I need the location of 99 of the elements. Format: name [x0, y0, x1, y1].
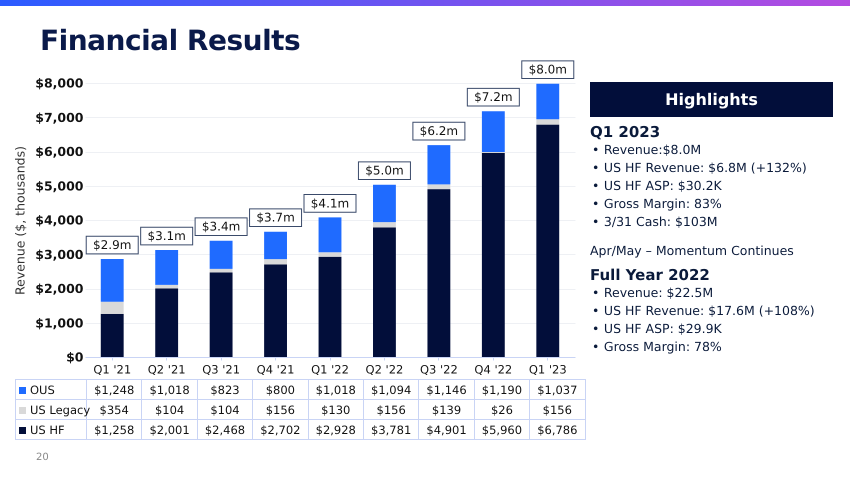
bar — [318, 217, 342, 252]
text: Full Year 2022 — [590, 266, 711, 284]
data-label: $2,702 — [252, 420, 308, 440]
data-label: $1,190 — [474, 380, 530, 400]
text: Apr/May – Momentum Continues — [590, 243, 795, 258]
x-tick-label: Q2 '21 — [148, 362, 186, 376]
y-tick-label: $6,000 — [35, 144, 84, 159]
x-tick-label: Q2 '22 — [366, 362, 404, 376]
chart-title: Financial Results — [40, 24, 300, 57]
bar — [373, 228, 396, 357]
text: • US HF Revenue: $17.6M (+108%) — [592, 302, 816, 320]
data-label: $26 — [474, 400, 530, 420]
text: Highlights — [590, 82, 833, 117]
bar — [264, 259, 287, 264]
bar — [318, 256, 342, 357]
bar — [100, 314, 124, 357]
data-label: $1,258 — [86, 420, 142, 440]
x-tick-label: Q1 '21 — [93, 362, 132, 376]
y-tick-label: $2,000 — [35, 281, 84, 296]
x-tick-label: Q1 '23 — [528, 362, 567, 376]
data-label: $1,037 — [530, 380, 586, 400]
data-label: $1,018 — [142, 380, 198, 400]
text: Q1 2023 — [590, 123, 662, 141]
total-label: $3.7m — [256, 210, 295, 225]
text: • Gross Margin: 83% — [592, 195, 723, 213]
total-label: $2.9m — [93, 238, 132, 252]
total-label: $3.1m — [147, 229, 186, 244]
total-label: $6.2m — [420, 124, 458, 138]
x-tick-label: Q4 '22 — [474, 362, 512, 376]
bar — [536, 119, 560, 125]
data-label: $800 — [252, 380, 308, 400]
bar — [155, 250, 178, 285]
total-label: $8.0m — [528, 62, 567, 77]
y-tick-label: $8,000 — [35, 76, 84, 90]
bar — [482, 111, 505, 152]
text: • Revenue:$8.0M — [592, 141, 702, 159]
text: • US HF ASP: $29.9K — [592, 320, 723, 338]
bar — [373, 222, 396, 228]
data-label: $139 — [418, 400, 474, 420]
legend-label: OUS — [16, 380, 86, 400]
x-tick-label: Q4 '21 — [256, 362, 294, 376]
data-label: $4,901 — [418, 420, 474, 440]
data-label: $3,781 — [363, 420, 419, 440]
x-tick-label: Q1 '22 — [311, 362, 349, 376]
data-label: $130 — [308, 400, 364, 420]
text: • US HF Revenue: $6.8M (+132%) — [592, 159, 808, 177]
bar — [210, 272, 233, 357]
data-label: $354 — [100, 402, 129, 416]
bar — [427, 184, 450, 190]
total-label: $7.2m — [474, 90, 513, 104]
total-label: $5.0m — [365, 164, 404, 178]
x-tick-label: Q3 '21 — [202, 362, 240, 376]
data-label: $104 — [197, 400, 253, 420]
data-label: $156 — [252, 400, 308, 420]
text: • 3/31 Cash: $103M — [592, 213, 719, 231]
data-label: $823 — [197, 380, 253, 400]
bar — [264, 264, 287, 357]
y-tick-label: $3,000 — [35, 246, 84, 262]
data-label: $1,146 — [418, 380, 474, 400]
data-label: $1,018 — [308, 380, 364, 400]
bar — [373, 184, 396, 222]
y-tick-label: $7,000 — [35, 110, 84, 125]
bar — [482, 152, 505, 357]
bar — [427, 145, 450, 184]
text: • US HF ASP: $30.2K — [592, 177, 723, 195]
data-label: $2,001 — [142, 420, 198, 440]
bar — [100, 259, 124, 302]
data-label: $5,960 — [474, 420, 530, 440]
data-label: $2,928 — [308, 420, 364, 440]
y-tick-label: $0 — [66, 350, 84, 364]
legend-label: US Legacy — [29, 402, 90, 418]
x-tick-label: Q3 '22 — [420, 362, 458, 376]
bar — [155, 288, 178, 357]
y-tick-label: $1,000 — [35, 315, 84, 330]
bar — [210, 268, 233, 272]
data-label: $1,094 — [363, 380, 419, 400]
data-label: $2,468 — [197, 420, 253, 440]
bar — [100, 302, 124, 314]
data-label: $6,786 — [530, 420, 586, 440]
bar — [210, 240, 233, 269]
legend-label: US HF — [16, 420, 86, 440]
bar — [427, 189, 450, 357]
bar — [264, 232, 287, 260]
text: • Revenue: $22.5M — [592, 284, 714, 302]
bar — [318, 252, 342, 257]
y-tick-label: $5,000 — [35, 178, 84, 194]
data-label: $156 — [363, 400, 419, 420]
data-label: $1,248 — [86, 380, 142, 400]
data-label: $104 — [142, 400, 198, 420]
total-label: $4.1m — [310, 196, 350, 210]
text: 20 — [36, 452, 49, 463]
y-axis-title: Revenue ($, thousands) — [12, 146, 28, 295]
total-label: $3.4m — [202, 220, 240, 234]
bar — [536, 84, 560, 120]
bar — [536, 124, 560, 357]
y-tick-label: $4,000 — [35, 212, 84, 228]
data-label: $156 — [530, 400, 586, 420]
text: • Gross Margin: 78% — [592, 338, 723, 356]
bar — [155, 284, 178, 288]
